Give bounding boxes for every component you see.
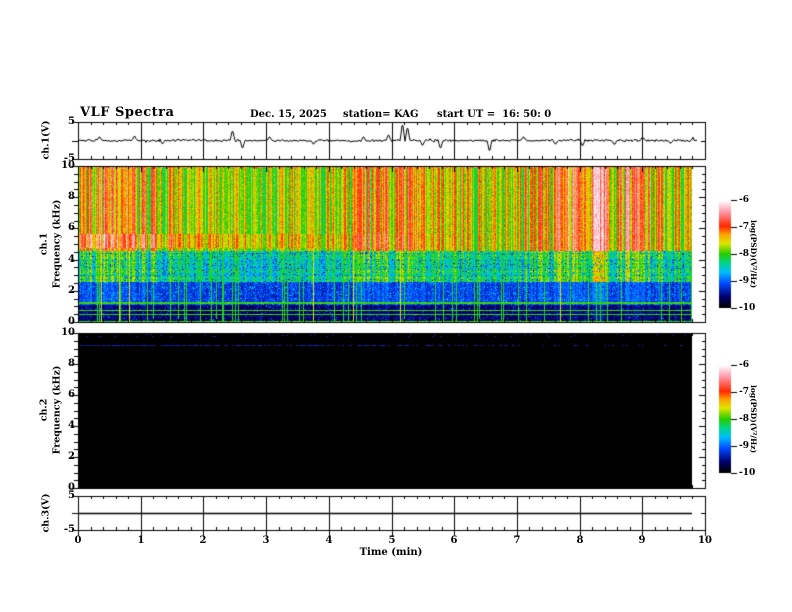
ch2-freq-tick-label: 0 — [68, 482, 75, 493]
colorbar1-tick-label: -7 — [739, 222, 749, 232]
time-tick-label: 5 — [388, 535, 396, 546]
time-axis-label: Time (min) — [359, 547, 423, 558]
time-tick-label: 7 — [513, 535, 521, 546]
ch3v-tick-label: -5 — [63, 524, 75, 535]
colorbar1-tick-label: -10 — [739, 303, 756, 313]
time-tick-label: 8 — [576, 535, 584, 546]
colorbar2-tick-label: -8 — [739, 414, 749, 424]
time-tick-label: 10 — [698, 535, 712, 546]
ch1v-tick-label: -5 — [63, 153, 75, 164]
station-label: station= KAG — [343, 109, 419, 120]
ch2-freq-tick-label: 6 — [68, 389, 75, 400]
ch2-freq-tick-label: 4 — [68, 420, 75, 431]
figure-title: VLF Spectra — [80, 105, 175, 120]
ch2-channel-label: ch.2 — [38, 398, 50, 422]
time-tick-label: 3 — [262, 535, 270, 546]
time-tick-label: 9 — [638, 535, 646, 546]
ch3v-tick-label: 5 — [68, 490, 75, 501]
ch2-freq-tick-label: 10 — [61, 327, 75, 338]
colorbar2-tick-label: -10 — [739, 468, 756, 478]
colorbar2-tick-label: -9 — [739, 441, 749, 451]
ch1-voltage-axis-label: ch.1(V) — [40, 120, 52, 160]
ch3-voltage-axis-label: ch.3(V) — [40, 493, 52, 533]
colorbar1-tick-label: -9 — [739, 276, 749, 286]
colorbar2-tick-label: -7 — [739, 387, 749, 397]
ch1-channel-label: ch.1 — [38, 232, 50, 256]
start-ut-label: start UT = 16: 50: 0 — [437, 109, 552, 120]
ch1v-tick-label: 5 — [68, 116, 75, 127]
ch1-freq-tick-label: 0 — [68, 316, 75, 327]
ch1-freq-tick-label: 2 — [68, 285, 75, 296]
date-label: Dec. 15, 2025 — [250, 109, 327, 120]
ch2-freq-tick-label: 2 — [68, 451, 75, 462]
ch1-freq-tick-label: 4 — [68, 254, 75, 265]
colorbar1-tick-label: -8 — [739, 249, 749, 259]
time-tick-label: 1 — [137, 535, 145, 546]
time-tick-label: 2 — [199, 535, 207, 546]
ch1-frequency-axis-label: Frequency (kHz) — [51, 199, 63, 289]
time-tick-label: 0 — [74, 535, 82, 546]
ch2-frequency-axis-label: Frequency (kHz) — [51, 365, 63, 455]
ch1-freq-tick-label: 8 — [68, 191, 75, 202]
colorbar2-tick-label: -6 — [739, 360, 749, 370]
time-tick-label: 4 — [325, 535, 333, 546]
ch1-freq-tick-label: 6 — [68, 222, 75, 233]
ch1-freq-tick-label: 10 — [61, 160, 75, 171]
time-tick-label: 6 — [450, 535, 458, 546]
ch2-freq-tick-label: 8 — [68, 358, 75, 369]
colorbar1-tick-label: -6 — [739, 195, 749, 205]
